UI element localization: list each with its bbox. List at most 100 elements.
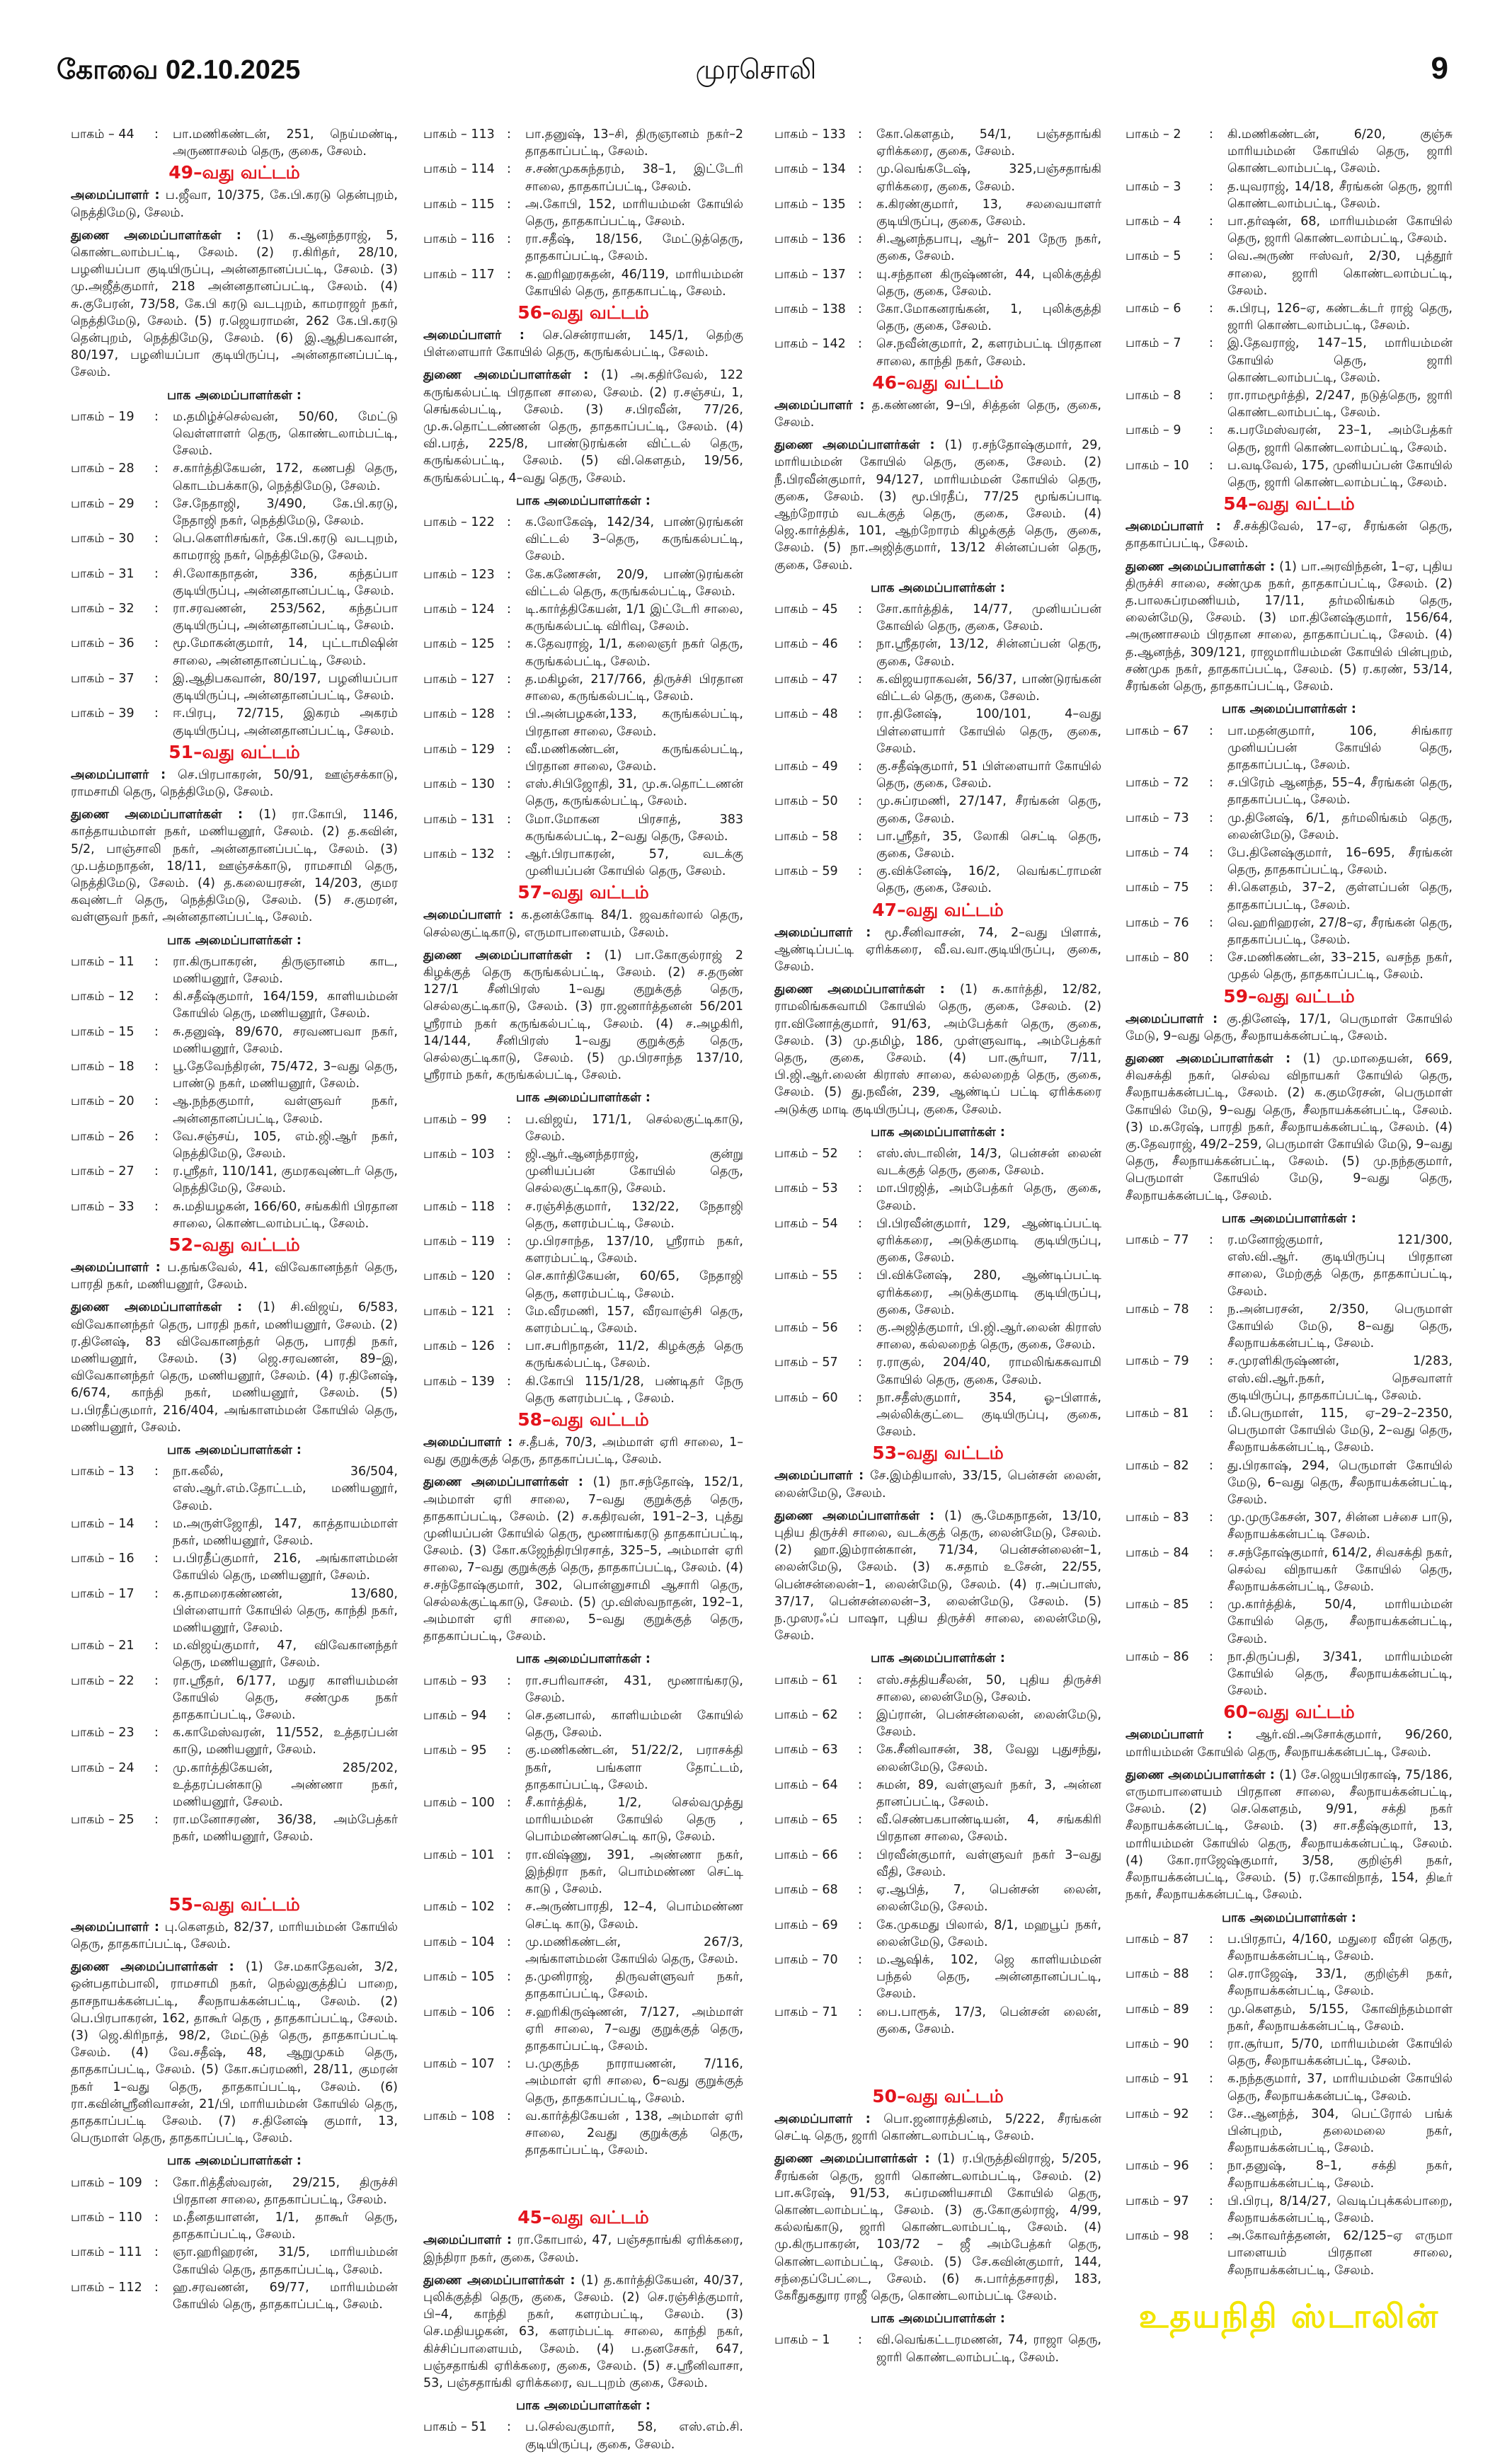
bagam-no: 26 bbox=[118, 1129, 134, 1144]
bagam-dash: – bbox=[1159, 723, 1174, 738]
bagam-dash: – bbox=[457, 1374, 471, 1389]
bagam-organizers-heading: பாக அமைப்பாளர்கள் : bbox=[516, 493, 651, 508]
bagam-member-address: க.காமேஸ்வரன், 11/552, உத்தரப்பன் காடு, ம… bbox=[173, 1726, 398, 1758]
bagam-entry: பாகம் – 67: பா.மதன்குமார், 106, சிங்கார ம… bbox=[1126, 723, 1453, 774]
bagam-label: பாகம் bbox=[774, 1743, 808, 1758]
bagam-entry: பாகம் – 28: ச.கார்த்திகேயன், 172, கணபதி த… bbox=[71, 460, 398, 494]
deputy-organizers-paragraph: துணை அமைப்பாளர்கள் : (1) ரா.கோபி, 1146, … bbox=[71, 806, 398, 926]
bagam-entry: பாகம் – 20: ஆ.நந்தகுமார், வள்ளுவர் நகர், … bbox=[71, 1093, 398, 1127]
organizer-label: அமைப்பாளர் : bbox=[774, 925, 885, 940]
bagam-label: பாகம் bbox=[774, 707, 808, 722]
bagam-entry: பாகம் – 58: பா.ஸ்ரீதர், 35, லோகி செட்டி த… bbox=[774, 828, 1101, 862]
bagam-dash: – bbox=[808, 707, 823, 722]
bagam-member-address: ரா.சதீஷ், 18/156, மேட்டுத்தெரு, தாதகாப்ப… bbox=[525, 232, 743, 264]
bagam-number: பாகம் – 85 bbox=[1126, 1596, 1209, 1648]
bagam-entry: பாகம் – 74: பே.தினேஷ்குமார், 16–695, சீரங… bbox=[1126, 844, 1453, 878]
bagam-member-address: க.தேவராஜ், 1/1, கலைஞர் நகர் தெரு, கருங்க… bbox=[525, 637, 743, 669]
bagam-member-address: ம.விஜய்குமார், 47, விவேகானந்தர் தெரு, மண… bbox=[173, 1639, 398, 1670]
bagam-entry: பாகம் – 132: ஆர்.பிரபாகரன், 57, வடக்கு மு… bbox=[423, 846, 743, 880]
bagam-label: பாகம் bbox=[1126, 1649, 1159, 1664]
bagam-label: பாகம் bbox=[423, 1743, 457, 1758]
bagam-label: பாகம் bbox=[71, 1129, 105, 1144]
bagam-member-address: சி.லோகநாதன், 336, கந்தப்பா குடியிருப்பு,… bbox=[173, 566, 398, 598]
bagam-member-address: ரா.ராமமூர்த்தி, 2/247, நடுத்தெரு, ஜாரி க… bbox=[1227, 389, 1453, 420]
colon: : bbox=[1209, 1354, 1213, 1369]
bagam-no: 51 bbox=[471, 2420, 487, 2435]
bagam-no: 44 bbox=[118, 127, 134, 142]
organizer-paragraph: அமைப்பாளர் : சே.இம்தியாஸ், 33/15, பென்சன… bbox=[774, 1467, 1101, 1501]
bagam-member-address: டி.கார்த்திகேயன், 1/1 இட்டேரி சாலை, கருங… bbox=[525, 602, 743, 634]
bagam-dash: – bbox=[808, 1673, 823, 1687]
bagam-dash: – bbox=[808, 1883, 823, 1898]
bagam-dash: – bbox=[457, 847, 471, 861]
colon: : bbox=[154, 1464, 159, 1479]
bagam-number: பாகம் – 101 bbox=[423, 1847, 507, 1898]
organizer-paragraph: அமைப்பாளர் : க.தனக்கோடி 84/1. ஜவகர்லால் … bbox=[423, 907, 743, 941]
bagam-number: பாகம் – 122 bbox=[423, 514, 507, 566]
bagam-entry: பாகம் – 4: பா.தர்ஷன், 68, மாரியம்மன் கோயி… bbox=[1126, 213, 1453, 247]
bagam-number: பாகம் – 45 bbox=[774, 601, 858, 635]
bagam-label: பாகம் bbox=[1126, 302, 1159, 316]
colon: : bbox=[154, 2280, 159, 2295]
bagam-dash: – bbox=[104, 1199, 119, 1214]
bagam-entry: பாகம் – 16: ப.பிரதீப்குமார், 216, அங்காளம… bbox=[71, 1550, 398, 1584]
colon: : bbox=[507, 847, 511, 861]
organizer-label: அமைப்பாளர் : bbox=[71, 767, 178, 782]
organizer-label: அமைப்பாளர் : bbox=[774, 2111, 884, 2126]
bagam-no: 99 bbox=[471, 1112, 487, 1127]
colon: : bbox=[858, 672, 862, 687]
bagam-number: பாகம் – 132 bbox=[423, 846, 507, 880]
bagam-entry: பாகம் – 120: செ.கார்திகேயன், 60/65, நேதாஜ… bbox=[423, 1268, 743, 1302]
bagam-number: பாகம் – 52 bbox=[774, 1145, 858, 1179]
bagam-dash: – bbox=[1159, 810, 1174, 825]
bagam-number: பாகம் – 113 bbox=[423, 126, 507, 160]
bagam-member-address: க.தாமரைகண்ணன், 13/680, பிள்ளையார் கோயில்… bbox=[173, 1586, 398, 1636]
bagam-dash: – bbox=[1159, 1232, 1174, 1247]
bagam-no: 108 bbox=[471, 2109, 495, 2123]
bagam-entry: பாகம் – 22: ரா.ஸ்ரீதர், 6/177, மதுர காளிய… bbox=[71, 1673, 398, 1724]
bagam-member-address: ச.அருண்பாரதி, 12–4, பொம்மண்ண செட்டி காடு… bbox=[525, 1900, 743, 1932]
colon: : bbox=[507, 1796, 511, 1811]
bagam-number: பாகம் – 8 bbox=[1126, 387, 1209, 421]
bagam-member-address: ரா.விஷ்ணு, 391, அண்ணா நகர், இந்திரா நகர்… bbox=[525, 1847, 743, 1897]
bagam-entry: பாகம் – 48: ரா.தினேஷ், 100/101, 4–வது பிள… bbox=[774, 706, 1101, 757]
bagam-number: பாகம் – 51 bbox=[423, 2419, 507, 2453]
bagam-no: 134 bbox=[822, 162, 846, 177]
bagam-member-address: மு.தினேஷ், 6/1, தர்மலிங்கம் தெரு, லைன்மே… bbox=[1227, 810, 1453, 842]
organizer-paragraph: அமைப்பாளர் : செ.பிரபாகரன், 50/91, ஊஞ்சக்… bbox=[71, 767, 398, 801]
bagam-label: பாகம் bbox=[423, 1199, 457, 1214]
bagam-number: பாகம் – 28 bbox=[71, 460, 154, 494]
bagam-dash: – bbox=[457, 1304, 471, 1319]
bagam-no: 59 bbox=[822, 864, 838, 879]
organizer-details: ச.தீபக், 70/3, அம்மாள் ஏரி சாலை, 1–வது க… bbox=[423, 1435, 743, 1467]
bagam-no: 49 bbox=[822, 759, 838, 774]
bagam-no: 107 bbox=[471, 2057, 495, 2072]
bagam-no: 124 bbox=[471, 602, 495, 617]
bagam-no: 85 bbox=[1173, 1598, 1189, 1612]
bagam-dash: – bbox=[104, 1059, 119, 1074]
bagam-dash: – bbox=[457, 127, 471, 142]
bagam-dash: – bbox=[808, 1181, 823, 1196]
bagam-member-address: மு.சுப்ரமணி, 27/147, சீரங்கன் தெரு, குகை… bbox=[876, 794, 1101, 826]
bagam-entry: பாகம் – 131: மோ.மோகன பிரசாத், 383 கருங்கல… bbox=[423, 811, 743, 845]
bagam-dash: – bbox=[457, 1673, 471, 1688]
organizer-label: அமைப்பாளர் : bbox=[423, 908, 521, 923]
bagam-member-address: சீ.கார்த்திக், 1/2, செல்வமுத்து மாரியம்ம… bbox=[525, 1796, 743, 1845]
bagam-member-address: வ.கார்த்திகேயன் , 138, அம்மாள் ஏரி சாலை,… bbox=[525, 2109, 743, 2158]
bagam-dash: – bbox=[808, 1355, 823, 1370]
bagam-no: 96 bbox=[1173, 2159, 1189, 2174]
bagam-label: பாகம் bbox=[1126, 881, 1159, 895]
bagam-entry: பாகம் – 31: சி.லோகநாதன், 336, கந்தப்பா கு… bbox=[71, 566, 398, 600]
organizer-details: கு.தினேஷ், 17/1, பெருமாள் கோயில் மேடு, 9… bbox=[1126, 1011, 1453, 1043]
bagam-entry: பாகம் – 60: நா.சதீஸ்குமார், 354, ஓ–பிளாக்… bbox=[774, 1389, 1101, 1441]
bagam-entry: பாகம் – 71: பை.பாரூக், 17/3, பென்சன் லைன்… bbox=[774, 2004, 1101, 2038]
bagam-member-address: மீ.பெருமாள், 115, ஏ–29–2–2350, பெருமாள் … bbox=[1227, 1406, 1453, 1455]
bagam-entry: பாகம் – 97: பி.பிரபு, 8/14/27, வெடிப்புக்… bbox=[1126, 2193, 1453, 2227]
ward-heading: 52–வது வட்டம் bbox=[168, 1234, 300, 1255]
bagam-label: பாகம் bbox=[774, 127, 808, 142]
bagam-no: 67 bbox=[1173, 723, 1189, 738]
bagam-no: 24 bbox=[118, 1760, 134, 1775]
bagam-entry: பாகம் – 126: பா.சபரிநாதன், 11/2, கிழக்குத… bbox=[423, 1338, 743, 1372]
bagam-member-address: கே.சீனிவாசன், 38, வேலு புதுசந்து, லைன்மே… bbox=[876, 1743, 1101, 1774]
colon: : bbox=[154, 566, 159, 581]
